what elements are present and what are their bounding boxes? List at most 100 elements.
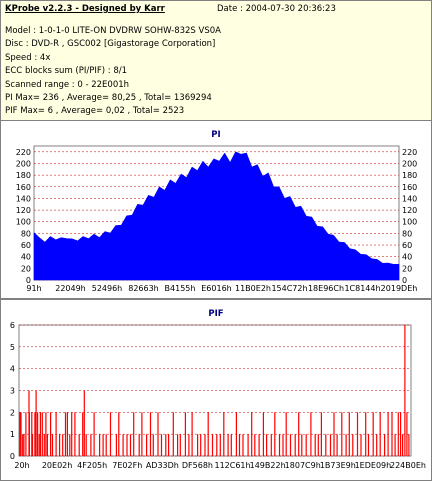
pi-right-y-tick-label: 100 [402,218,417,227]
pif-bar [325,434,327,456]
pif-bar [45,412,47,456]
pif-bar [172,412,174,456]
pi-y-tick-label: 100 [16,218,31,227]
pif-bar [64,412,67,456]
pif-y-tick-label: 5 [10,343,15,352]
pif-bar [165,434,167,456]
pif-bar [34,412,36,456]
pi-right-y-tick-label: 160 [402,183,417,192]
pif-bar [376,434,378,456]
pif-bar [298,412,300,456]
pi-x-tick-label: 11B0E2h [235,284,271,293]
pi-x-tick-label: 22049h [55,284,86,293]
pif-bar [51,434,54,456]
pif-x-tick-label: 1807C9h [285,461,321,470]
pi-y-tick-label: 180 [16,171,31,180]
pif-bar [211,434,214,456]
pi-x-tick-label: B4155h [165,284,196,293]
speed-line: Speed : 4x [5,53,51,63]
pif-bar [379,412,381,456]
pi-axes: 0 20 40 60 80 100 120 140 160 180 200 220 0 20 40 60 80 1… [16,148,418,293]
pi-right-y-tick-label: 200 [402,159,417,168]
pif-y-tick-label: 6 [10,321,15,330]
pif-y-tick-label: 0 [10,452,15,461]
pi-chart-title: PI [211,130,220,140]
pif-bar [191,412,193,456]
pi-right-y-tick-label: 80 [402,229,412,238]
pif-bar [387,412,389,456]
pif-bar [397,412,399,456]
pif-bar [126,434,128,456]
pif-bar [31,412,33,456]
pif-bar [90,434,92,456]
scan-date: Date : 2004-07-30 20:36:23 [217,4,336,14]
pif-bar [188,434,190,456]
pif-bar [71,412,73,456]
pif-x-tick-label: 20h [14,461,29,470]
pi-chart-panel: PI 0 20 40 60 80 100 120 140 160 180 200 220 0 20 40 60 8… [0,120,432,299]
pif-bar [200,434,202,456]
pif-bar [329,434,332,456]
pif-bar [216,434,218,456]
pif-bar [197,434,199,456]
pif-x-tick-label: 112C61h [214,461,250,470]
pif-bar [274,412,276,456]
pif-bar [82,412,84,456]
pi-right-y-tick-label: 180 [402,171,417,180]
pif-bar [93,412,95,456]
pif-bar [28,412,30,456]
pif-bar [352,434,354,456]
pif-bar [278,434,281,456]
pif-bar [360,434,362,456]
pif-bar [160,434,163,456]
pif-bar [19,412,21,456]
pif-chart-title: PIF [208,309,223,319]
pi-stats-line: PI Max= 236 , Average= 80,25 , Total= 13… [5,93,212,103]
disc-line: Disc : DVD-R , GSC002 [Gigastorage Corpo… [5,39,216,49]
pif-bar [99,434,101,456]
scan-info-panel: KProbe v2.2.3 - Designed by Karr Date : … [0,0,432,121]
pi-x-tick-label: 18E96Ch [308,284,344,293]
pi-y-tick-label: 20 [21,264,31,273]
pif-bar [179,434,181,456]
pif-bar [258,434,260,456]
pif-bar [282,434,284,456]
pif-bar [367,434,370,456]
pif-bar [372,412,374,456]
app-title: KProbe v2.2.3 - Designed by Karr [5,4,165,14]
pif-bar [115,434,117,456]
pif-bar [78,434,80,456]
pif-bar [50,412,52,456]
pif-bar [270,434,272,456]
pi-right-y-tick-label: 40 [402,253,412,262]
pif-bar [384,434,386,456]
pif-bar [333,412,335,456]
pif-bar [55,412,57,456]
pif-bar [301,434,303,456]
pif-bar [227,434,229,456]
pif-bar [38,434,40,456]
pi-y-tick-label: 140 [16,194,31,203]
pif-bar [85,434,87,456]
pif-bar [404,325,406,456]
pi-chart: PI 0 20 40 60 80 100 120 140 160 180 200 220 0 20 40 60 8… [16,130,418,293]
pif-bar [39,412,41,456]
pi-y-tick-label: 160 [16,183,31,192]
pi-right-y-tick-label: 220 [402,148,417,157]
pif-bar [138,434,140,456]
pi-y-tick-label: 120 [16,206,31,215]
pif-bar [254,434,256,456]
pif-bar [146,434,148,456]
pi-right-y-tick-label: 20 [402,264,412,273]
pif-bar [141,412,143,456]
pi-right-y-tick-label: 0 [402,276,407,285]
pif-bar [105,434,107,456]
pi-x-tick-label: 2019DEh [381,284,418,293]
pif-bar [31,434,34,456]
pif-bar [289,434,292,456]
pif-chart-panel: PIF 0 1 2 3 4 5 6 20h 20E02h 4F205h 7E02Fh AD33Dh DF5… [0,299,432,481]
pi-x-tick-label: 52496h [92,284,123,293]
pif-y-tick-label: 4 [10,365,15,374]
pi-y-tick-label: 0 [26,276,31,285]
